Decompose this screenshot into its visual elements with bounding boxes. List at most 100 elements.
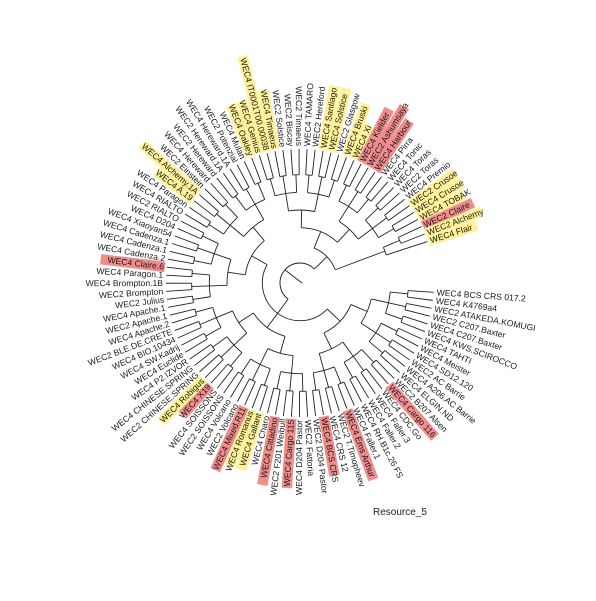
branch-segment: [200, 318, 216, 325]
branch-segment: [390, 292, 408, 294]
branch-arc: [238, 372, 243, 376]
branch-arc: [243, 187, 249, 190]
tip-label-text: WEC2 Fattoria: [303, 419, 316, 476]
branch-segment: [381, 323, 397, 331]
branch-segment: [327, 309, 340, 321]
branch-segment: [170, 251, 195, 257]
tip-label-text: WEC4 Brompton.1B: [86, 278, 164, 288]
branch-segment: [209, 285, 227, 286]
branch-arc: [366, 197, 371, 201]
branch-segment: [194, 350, 214, 366]
branch-segment: [348, 191, 357, 206]
branch-segment: [270, 179, 275, 196]
branch-segment: [170, 309, 195, 315]
branch-segment: [366, 369, 382, 389]
branch-arc: [287, 390, 293, 391]
tree-branches: [166, 149, 434, 417]
branch-segment: [234, 333, 247, 345]
branch-arc: [280, 176, 286, 177]
branch-segment: [197, 248, 214, 254]
branch-arc: [313, 390, 319, 391]
branch-arc: [396, 328, 399, 334]
branch-segment: [344, 362, 353, 377]
branch-segment: [371, 365, 388, 384]
branch-segment: [283, 390, 286, 415]
branch-segment: [306, 149, 307, 175]
branch-segment: [189, 207, 210, 221]
branch-segment: [241, 359, 251, 374]
branch-arc: [389, 340, 393, 345]
branch-arc: [207, 222, 211, 227]
branch-segment: [319, 353, 324, 370]
branch-segment: [315, 194, 319, 211]
branch-segment: [260, 386, 268, 410]
branch-segment: [175, 321, 199, 330]
branch-segment: [286, 193, 289, 210]
branch-segment: [216, 214, 230, 225]
branch-segment: [205, 360, 223, 378]
branch-segment: [369, 342, 382, 353]
branch-segment: [338, 384, 347, 408]
branch-segment: [211, 364, 228, 383]
branch-segment: [325, 388, 331, 413]
branch-segment: [353, 356, 363, 370]
branch-arc: [385, 215, 389, 220]
branch-segment: [199, 195, 218, 212]
branch-segment: [361, 373, 375, 394]
branch-segment: [202, 236, 218, 244]
branch-segment: [392, 340, 414, 353]
branch-segment: [383, 240, 399, 247]
branch-segment: [338, 229, 350, 242]
branch-segment: [405, 310, 430, 316]
branch-segment: [325, 153, 331, 178]
branch-segment: [224, 372, 239, 393]
branch-segment: [385, 199, 405, 215]
branch-segment: [324, 370, 329, 387]
branch-segment: [389, 345, 410, 360]
branch-segment: [376, 187, 394, 205]
branch-segment: [235, 196, 246, 210]
branch-segment: [225, 204, 237, 217]
branch-segment: [217, 178, 233, 198]
branch-segment: [280, 336, 285, 353]
branch-segment: [313, 373, 316, 390]
branch-segment: [252, 364, 260, 380]
branch-segment: [381, 355, 400, 372]
branch-segment: [283, 176, 286, 193]
branch-arc: [204, 333, 207, 339]
tip-label: WEC2 Fattoria: [303, 419, 316, 476]
branch-segment: [296, 175, 297, 193]
branch-segment: [193, 297, 210, 300]
branch-segment: [167, 267, 192, 270]
branch-segment: [285, 270, 302, 283]
branch-segment: [366, 177, 382, 197]
branch-segment: [260, 349, 268, 365]
branch-segment: [307, 175, 308, 193]
branch-segment: [246, 189, 255, 204]
branch-segment: [357, 199, 368, 213]
branch-segment: [200, 355, 219, 372]
branch-segment: [335, 251, 385, 270]
branch-arc: [350, 376, 356, 379]
branch-segment: [291, 391, 293, 417]
branch-segment: [205, 189, 223, 207]
branch-segment: [392, 212, 414, 226]
branch-segment: [258, 183, 265, 199]
branch-segment: [192, 286, 210, 287]
branch-segment: [406, 303, 431, 308]
branch-segment: [255, 204, 264, 219]
branch-segment: [206, 328, 221, 337]
branch-arc: [233, 194, 238, 198]
branch-segment: [252, 256, 267, 265]
branch-arc: [280, 263, 314, 299]
branch-segment: [166, 275, 192, 276]
branch-segment: [290, 373, 292, 391]
branch-segment: [168, 303, 193, 308]
branch-segment: [172, 244, 197, 252]
branch-segment: [275, 151, 280, 176]
branch-segment: [231, 353, 242, 367]
branch-segment: [385, 350, 405, 366]
branch-segment: [267, 153, 273, 178]
branch-segment: [166, 290, 192, 292]
branch-segment: [175, 236, 199, 245]
